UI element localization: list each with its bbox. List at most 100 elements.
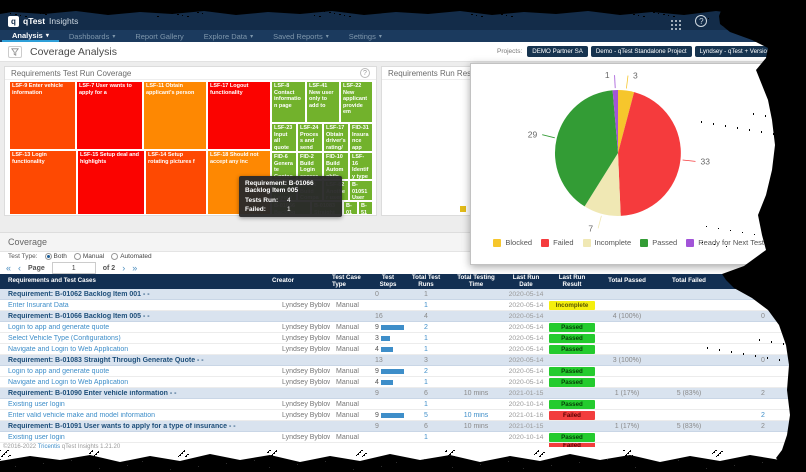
treemap-tile[interactable]: LSF-22 New applicant provide em (340, 81, 373, 123)
testcase-link[interactable]: Navigate and Login to Web Application (8, 345, 129, 353)
total-test-runs-cell[interactable]: 1 (424, 345, 428, 353)
testcase-link[interactable]: Existing user login (8, 400, 65, 408)
project-button[interactable]: Demo - qTest Standalone Project (590, 46, 692, 57)
treemap-tile[interactable]: B-01053 Obtai (343, 201, 358, 215)
legend-item[interactable]: Incomplete (582, 238, 631, 247)
user-name[interactable]: Lyndsey (740, 16, 768, 26)
pie-slice-blocked[interactable] (618, 90, 635, 153)
testcase-row[interactable]: Navigate and Login to Web Application Lyn… (0, 377, 806, 388)
pie-slice-incomplete[interactable] (584, 153, 621, 216)
testcase-link[interactable]: Navigate and Login to Web Application (8, 378, 129, 386)
requirement-row[interactable]: Requirement: B-01090 Enter vehicle infor… (0, 388, 806, 399)
testcase-link[interactable]: Existing user login (8, 433, 65, 441)
testcase-row[interactable]: Existing user login Lyndsey Byblow Manual 1… (0, 399, 806, 410)
column-header[interactable]: Test Case Type (332, 273, 361, 288)
column-header[interactable]: Last Run Date (512, 273, 540, 288)
treemap-tile[interactable]: LSF-24 Process and send quote to (297, 123, 323, 152)
next-page-button[interactable]: › (122, 263, 126, 273)
avatar[interactable] (721, 14, 735, 28)
testcase-link[interactable]: Login to app and generate quote (8, 367, 110, 375)
treemap-tile[interactable]: LSF-9 Enter vehicle information (9, 81, 76, 150)
treemap-tile[interactable]: FID-31 Insurance app (349, 123, 373, 152)
legend-item[interactable]: Ready for Next Tester (686, 238, 771, 247)
testcase-link[interactable]: Login to app and generate quote (8, 323, 110, 331)
column-header[interactable]: Total Testing Time (457, 273, 495, 288)
app-grid-icon[interactable] (671, 20, 674, 22)
legend-item[interactable]: Passed (640, 238, 677, 247)
column-header[interactable]: Total Defects (Linked) (730, 277, 796, 285)
project-button[interactable]: DEMO Partner SA (527, 46, 588, 57)
menu-item-saved-reports[interactable]: Saved Reports ▾ (273, 31, 329, 41)
total-test-runs-cell[interactable]: 2 (424, 323, 428, 331)
total-test-runs-cell[interactable]: 1 (424, 433, 428, 441)
treemap-tile[interactable]: LSF-15 Setup deal and highlights (77, 150, 145, 215)
menu-item-explore-data[interactable]: Explore Data ▾ (203, 31, 254, 41)
help-icon[interactable]: ? (695, 15, 708, 27)
menu-item-analysis[interactable]: Analysis ▾ (2, 30, 59, 42)
column-header[interactable]: Total Failed (672, 277, 706, 285)
testcase-row[interactable]: Select Vehicle Type (Configurations) Lynd… (0, 333, 806, 344)
project-button[interactable]: de (790, 46, 806, 57)
testcase-row[interactable]: Enter valid vehicle make and model infor… (0, 410, 806, 421)
radio-both[interactable]: Both (44, 253, 67, 260)
treemap-tile[interactable]: FID-10 Build Automobile phase (323, 152, 349, 180)
total-test-runs-cell[interactable]: 1 (424, 301, 428, 309)
requirement-row[interactable]: Requirement: B-01083 Straight Through Ge… (0, 355, 806, 366)
total-test-runs-cell[interactable]: 5 (424, 411, 428, 419)
column-header[interactable]: Test Steps (379, 273, 397, 288)
total-test-runs-cell[interactable]: 1 (424, 378, 428, 386)
pie-slice-passed[interactable] (554, 90, 618, 207)
requirement-name[interactable]: Requirement: B-01090 Enter vehicle infor… (8, 389, 177, 397)
legend-item[interactable]: Blocked (493, 238, 532, 247)
requirement-name[interactable]: Requirement: B-01062 Backlog Item 001 - … (8, 290, 150, 298)
last-page-button[interactable]: » (132, 263, 138, 273)
treemap-tile[interactable]: B-01051 User wants to apply for (349, 180, 373, 201)
testcase-row[interactable]: Login to app and generate quote Lyndsey B… (0, 366, 806, 377)
testcase-link[interactable]: Select Vehicle Type (Configurations) (8, 334, 121, 342)
project-button[interactable]: Lyndsey - qTest + VersionOne (694, 46, 788, 57)
requirement-row[interactable]: Requirement: B-01091 User wants to apply… (0, 421, 806, 432)
column-header[interactable]: Creator (272, 277, 295, 285)
filter-funnel-icon[interactable] (8, 45, 22, 58)
radio-manual[interactable]: Manual (73, 253, 104, 260)
column-header[interactable]: Requirements and Test Cases (8, 277, 96, 285)
first-page-button[interactable]: « (6, 263, 12, 273)
legend-item[interactable]: Failed (541, 238, 574, 247)
menu-item-dashboards[interactable]: Dashboards ▾ (68, 31, 116, 41)
menu-item-settings[interactable]: Settings ▾ (348, 31, 382, 41)
radio-automated[interactable]: Automated (111, 253, 152, 260)
menu-item-report-gallery[interactable]: Report Gallery (135, 31, 184, 41)
requirement-name[interactable]: Requirement: B-01066 Backlog Item 005 - … (8, 312, 150, 320)
testcase-row[interactable]: Navigate and Login to Web Application Lyn… (0, 344, 806, 355)
treemap-tile[interactable]: LSF-41 New user only to add to (306, 81, 340, 123)
treemap-tile[interactable]: LSF-13 Login functionality (9, 150, 77, 215)
question-icon[interactable]: ? (360, 68, 370, 78)
testcase-row[interactable]: Existing user login Lyndsey Byblow Manual 1… (0, 432, 806, 443)
pie-slice-ready-for-next-tester[interactable] (612, 89, 618, 153)
treemap-tile[interactable]: LSF-7 User wants to apply for a (76, 81, 143, 150)
testcase-row[interactable]: Failed (0, 443, 806, 447)
requirement-name[interactable]: Requirement: B-01083 Straight Through Ge… (8, 356, 204, 364)
total-test-runs-cell[interactable]: 2 (424, 367, 428, 375)
requirement-name[interactable]: Requirement: B-01091 User wants to apply… (8, 422, 236, 430)
total-test-runs-cell[interactable]: 1 (424, 400, 428, 408)
column-header[interactable]: Last Run Result (558, 273, 586, 288)
column-header[interactable]: Total Test Runs (411, 273, 441, 288)
testcase-link[interactable]: Enter valid vehicle make and model infor… (8, 411, 156, 419)
testcase-row[interactable]: Enter Insurant Data Lyndsey Byblow Manual 1… (0, 300, 806, 311)
page-input[interactable] (51, 262, 96, 274)
requirement-row[interactable]: Requirement: B-01062 Backlog Item 001 - … (0, 289, 806, 300)
testcase-row[interactable]: Login to app and generate quote Lyndsey B… (0, 322, 806, 333)
treemap-tile[interactable]: LSF-14 Setup rotating pictures f (145, 150, 207, 215)
treemap-tile[interactable]: LSF-16 Identify type of insuranc (349, 152, 373, 180)
testcase-link[interactable]: Enter Insurant Data (8, 301, 69, 309)
tricentis-link[interactable]: Tricentis (37, 444, 61, 450)
treemap-tile[interactable]: LSF-23 Input all quote in formats (271, 123, 297, 152)
treemap-tile[interactable]: LSF-17 Obtain driver's rating/hi (323, 123, 349, 152)
treemap-tile[interactable]: LSF-11 Obtain applicant's person (143, 81, 207, 150)
prev-page-button[interactable]: ‹ (18, 263, 22, 273)
treemap-tile[interactable]: LSF-8 Contact information page (271, 81, 306, 123)
column-header[interactable]: Total Passed (608, 277, 646, 285)
requirement-row[interactable]: Requirement: B-01066 Backlog Item 005 - … (0, 311, 806, 322)
treemap-tile[interactable]: LSF-17 Logout functionality (207, 81, 271, 150)
